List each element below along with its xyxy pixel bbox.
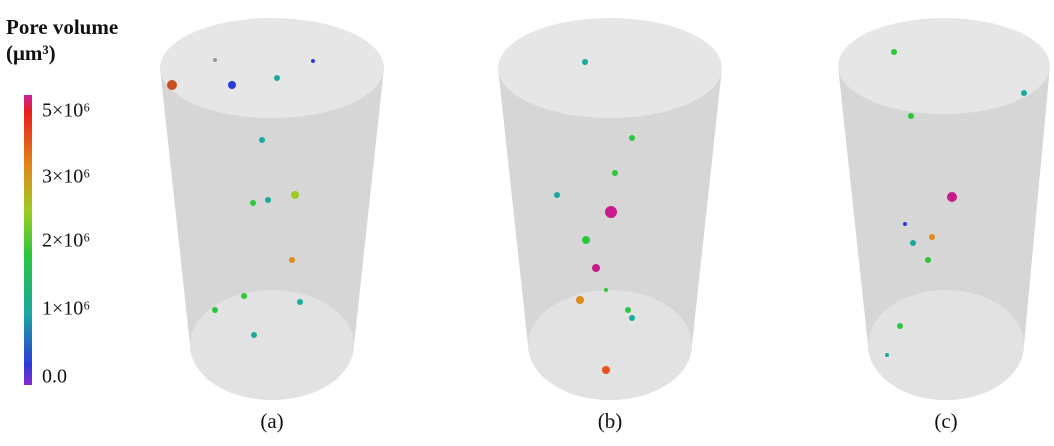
- cylinder-top: [160, 18, 384, 118]
- cylinder-bottom: [868, 290, 1024, 400]
- legend-tick: 5×10⁶: [42, 100, 90, 122]
- panel-label: (c): [934, 409, 957, 433]
- legend-tick: 2×10⁶: [42, 230, 90, 252]
- cylinder-bottom: [528, 290, 692, 400]
- colorbar-legend: Pore volume (μm³) 5×10⁶ 3×10⁶ 2×10⁶ 1×10…: [6, 15, 118, 388]
- panel-label: (a): [260, 409, 283, 433]
- specimen-a: (a): [160, 18, 384, 433]
- legend-title: Pore volume: [6, 15, 118, 39]
- legend-title: (μm³): [6, 41, 56, 65]
- legend-tick: 3×10⁶: [42, 166, 90, 188]
- panel-label: (b): [598, 409, 623, 433]
- figure: Pore volume (μm³) 5×10⁶ 3×10⁶ 2×10⁶ 1×10…: [0, 0, 1054, 441]
- cylinder-top: [498, 18, 722, 118]
- cylinder-top: [838, 18, 1050, 114]
- cylinder-bottom: [190, 290, 354, 400]
- colorbar: [24, 95, 32, 385]
- legend-tick: 0.0: [42, 366, 67, 388]
- legend-tick: 1×10⁶: [42, 298, 90, 320]
- specimen-b: (b): [498, 18, 722, 433]
- specimen-c: (c): [838, 18, 1050, 433]
